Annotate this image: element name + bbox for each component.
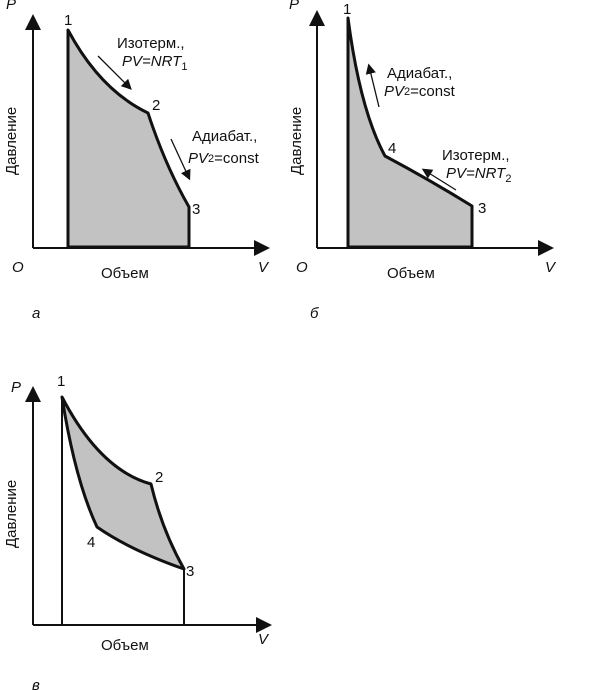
v-axis-label: V xyxy=(258,259,270,276)
work-area xyxy=(68,30,189,247)
adiabat-equation: PV2=const xyxy=(188,150,260,167)
volume-label: Объем xyxy=(101,265,149,282)
origin-label: O xyxy=(296,259,308,276)
pressure-label: Давление xyxy=(3,107,20,175)
p-axis-label: P xyxy=(6,0,16,13)
cycle-path xyxy=(60,395,186,571)
point-1: 1 xyxy=(57,373,65,390)
panel-a: P O V Объем Давление 1 2 3 Изотерм., PV=… xyxy=(3,0,270,322)
volume-label: Объем xyxy=(101,637,149,654)
v-axis-label: V xyxy=(545,259,557,276)
point-1: 1 xyxy=(64,12,72,29)
adiabat-label: Адиабат., xyxy=(192,128,257,145)
point-2: 2 xyxy=(152,97,160,114)
point-3: 3 xyxy=(478,200,486,217)
p-axis-label: P xyxy=(11,379,21,396)
panel-label-b: б xyxy=(310,305,319,322)
work-area xyxy=(348,18,472,247)
panel-label-a: а xyxy=(32,305,40,322)
pressure-label: Давление xyxy=(288,107,305,175)
point-4: 4 xyxy=(388,140,396,157)
panel-b: P O V Объем Давление 1 4 3 Адиабат., PV2… xyxy=(288,0,557,322)
point-2: 2 xyxy=(155,469,163,486)
p-axis-label: P xyxy=(289,0,299,13)
adiabat-arrow xyxy=(170,138,191,181)
point-3: 3 xyxy=(186,563,194,580)
isotherm-arrow xyxy=(421,168,457,191)
adiabat-equation: PV2=const xyxy=(384,83,456,100)
panel-c: P V Объем Давление 1 2 4 3 в xyxy=(3,373,272,690)
origin-label: O xyxy=(12,259,24,276)
volume-label: Объем xyxy=(387,265,435,282)
pressure-label: Давление xyxy=(3,480,20,548)
panel-label-c: в xyxy=(32,677,40,690)
isotherm-label: Изотерм., xyxy=(442,147,510,164)
work-area xyxy=(62,397,184,569)
point-1: 1 xyxy=(343,1,351,18)
cycle-path xyxy=(346,16,474,249)
cycle-path xyxy=(66,28,191,249)
adiabat-arrow xyxy=(365,63,380,108)
point-4: 4 xyxy=(87,534,95,551)
isotherm-label: Изотерм., xyxy=(117,35,185,52)
adiabat-label: Адиабат., xyxy=(387,65,452,82)
isotherm-equation: PV=NRT2 xyxy=(446,165,511,185)
v-axis-label: V xyxy=(258,631,270,648)
isotherm-arrow xyxy=(97,55,132,90)
isotherm-equation: PV=NRT1 xyxy=(122,53,187,73)
point-3: 3 xyxy=(192,201,200,218)
